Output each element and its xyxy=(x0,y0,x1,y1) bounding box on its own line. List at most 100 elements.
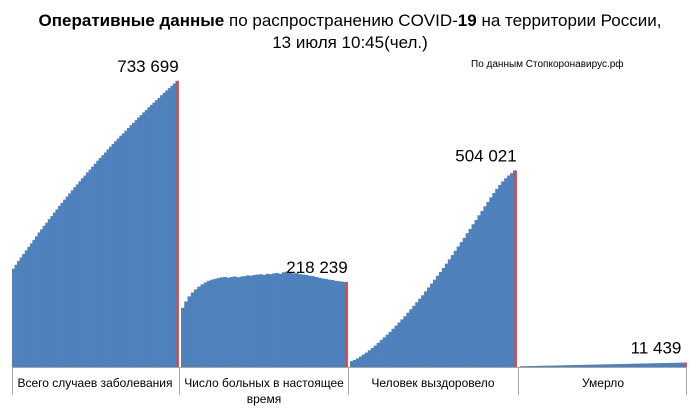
bar-2-32 xyxy=(281,272,286,367)
bar-3-5 xyxy=(361,354,366,367)
bar-2-49 xyxy=(337,281,341,367)
bar-2-11 xyxy=(213,278,218,367)
bar-2-46 xyxy=(327,279,332,367)
bar-3-49 xyxy=(492,193,496,367)
bar-1-12 xyxy=(40,229,43,367)
bar-1-50 xyxy=(137,117,141,368)
bar-1-16 xyxy=(50,216,54,367)
bar-3-29 xyxy=(433,279,437,367)
bar-3-30 xyxy=(435,275,440,367)
value-label-1: 733 699 xyxy=(117,57,178,76)
value-label-3: 504 021 xyxy=(455,146,516,165)
bar-1-56 xyxy=(152,102,156,367)
bar-2-27 xyxy=(265,273,270,367)
bar-3-24 xyxy=(418,298,422,367)
bar-3-10 xyxy=(376,342,380,367)
bar-3-42 xyxy=(471,224,475,367)
bar-3-6 xyxy=(364,352,369,367)
bar-3-19 xyxy=(403,316,407,367)
bar-3-18 xyxy=(400,319,404,367)
category-label-3-line-1: Человек выздоровело xyxy=(371,376,494,390)
bar-1-39 xyxy=(109,146,112,367)
bar-3-34 xyxy=(447,259,452,367)
bar-3-53 xyxy=(504,178,508,367)
bar-3-13 xyxy=(385,334,389,367)
bar-1-43 xyxy=(119,135,123,367)
bar-3-43 xyxy=(474,219,478,367)
bar-1-3 xyxy=(17,260,21,367)
bar-3-11 xyxy=(379,340,383,367)
bar-3-38 xyxy=(459,242,463,367)
chart-title-line2: 13 июля 10:45(чел.) xyxy=(272,33,428,52)
bar-1-20 xyxy=(60,202,64,367)
bar-1-7 xyxy=(27,246,31,367)
bar-2-25 xyxy=(259,274,263,367)
bar-2-13 xyxy=(220,277,224,367)
bar-2-30 xyxy=(275,273,279,367)
bar-1-40 xyxy=(111,143,115,367)
bar-1-30 xyxy=(86,172,89,367)
bar-1-47 xyxy=(129,125,133,367)
bar-1-26 xyxy=(75,184,79,367)
bar-1-35 xyxy=(98,157,102,367)
chart-title-line1: Оперативные данные по распространению CO… xyxy=(0,10,700,32)
bar-4-26 xyxy=(649,363,656,367)
bar-1-13 xyxy=(42,225,46,367)
bar-2-34 xyxy=(288,272,293,367)
bar-4-20 xyxy=(618,364,625,367)
value-label-2: 218 239 xyxy=(286,258,347,277)
bar-1-4 xyxy=(19,257,23,367)
bar-1-9 xyxy=(32,239,36,367)
bar-2-41 xyxy=(311,276,315,367)
bar-4-23 xyxy=(634,363,640,367)
bar-2-50 xyxy=(340,281,345,367)
bar-2-16 xyxy=(229,276,234,367)
bar-2-33 xyxy=(285,271,289,367)
category-label-4-line-1: Умерло xyxy=(582,376,624,390)
bar-2-31 xyxy=(278,273,283,367)
bar-1-17 xyxy=(52,212,56,367)
bar-3-9 xyxy=(373,345,378,367)
bar-1-28 xyxy=(80,178,84,367)
bar-1-25 xyxy=(73,187,77,367)
bar-1-41 xyxy=(114,141,118,367)
bar-2-29 xyxy=(272,273,276,367)
bar-3-39 xyxy=(462,237,466,367)
bar-1-19 xyxy=(57,205,61,367)
bar-4-18 xyxy=(608,364,614,367)
bar-2-7 xyxy=(200,284,205,367)
bar-2-17 xyxy=(233,276,237,367)
bar-2-20 xyxy=(242,276,247,367)
bar-3-55 xyxy=(510,173,514,367)
bar-4-32 xyxy=(680,362,687,367)
bar-2-4 xyxy=(190,292,195,367)
bar-1-38 xyxy=(106,149,110,367)
bar-3-28 xyxy=(430,283,434,367)
bar-2-45 xyxy=(324,278,328,367)
bar-1-58 xyxy=(157,97,161,368)
bar-3-50 xyxy=(495,188,499,367)
chart-title: Оперативные данные по распространению CO… xyxy=(0,10,700,54)
bar-3-47 xyxy=(486,202,490,367)
value-label-4: 11 439 xyxy=(631,339,682,358)
bar-2-28 xyxy=(268,274,273,367)
bar-2-21 xyxy=(246,275,250,367)
bar-4-12 xyxy=(577,364,583,367)
bar-4-2 xyxy=(525,366,531,367)
bar-1-2 xyxy=(14,264,18,367)
bar-1-34 xyxy=(96,160,100,367)
bar-4-21 xyxy=(623,363,630,367)
bar-4-17 xyxy=(603,364,609,367)
title-bold-2: 19 xyxy=(457,11,477,30)
bar-1-27 xyxy=(78,181,82,367)
bar-3-26 xyxy=(424,291,428,367)
bar-3-32 xyxy=(441,267,446,367)
bar-4-10 xyxy=(566,365,573,367)
bar-3-36 xyxy=(453,250,458,367)
bar-3-4 xyxy=(358,356,363,367)
bar-1-18 xyxy=(55,209,59,367)
bar-1-14 xyxy=(45,222,49,367)
bar-2-9 xyxy=(207,280,211,367)
bar-1-42 xyxy=(116,138,120,367)
